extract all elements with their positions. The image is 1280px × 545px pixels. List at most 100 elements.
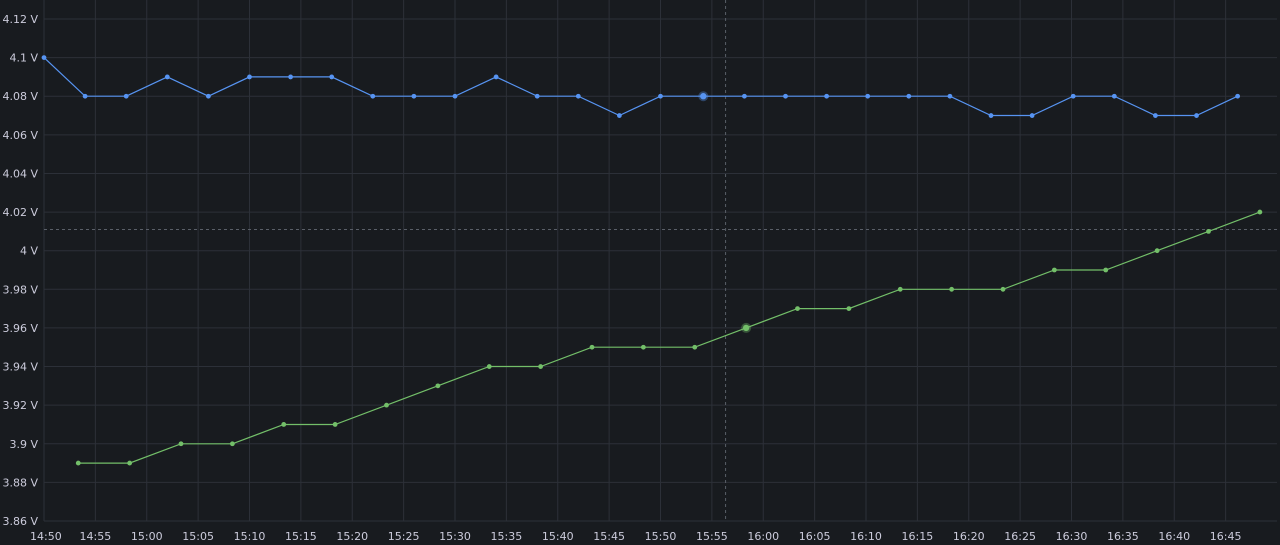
data-point: [493, 74, 499, 80]
x-tick-label: 15:55: [696, 530, 728, 543]
data-point: [384, 402, 389, 408]
y-tick-label: 3.88 V: [2, 476, 38, 489]
data-point: [865, 93, 871, 99]
data-point: [486, 364, 492, 369]
x-tick-label: 15:00: [131, 530, 163, 543]
data-point: [742, 93, 747, 99]
data-point: [329, 74, 335, 80]
grid: [43, 0, 1277, 522]
hover-crosshair: [44, 0, 1277, 521]
x-tick-label: 16:40: [1158, 530, 1190, 543]
data-point: [988, 113, 994, 118]
data-point: [846, 306, 852, 312]
y-tick-label: 4.1 V: [9, 52, 38, 65]
data-point: [783, 93, 788, 99]
data-point: [75, 460, 81, 466]
data-point: [534, 93, 540, 99]
data-point: [1235, 93, 1241, 99]
plot-area[interactable]: [41, 55, 1263, 466]
x-tick-label: 16:05: [799, 530, 831, 543]
data-point: [288, 74, 293, 80]
data-point: [452, 93, 458, 99]
x-tick-label: 16:45: [1210, 530, 1242, 543]
y-tick-label: 4.04 V: [2, 167, 38, 180]
x-tick-label: 14:50: [30, 530, 62, 543]
data-point: [1154, 248, 1160, 254]
series-1: [75, 209, 1263, 466]
data-point: [538, 364, 544, 369]
series-0: [41, 55, 1241, 118]
x-tick-label: 14:55: [80, 530, 112, 543]
data-point: [1194, 113, 1199, 118]
data-point: [640, 344, 646, 350]
data-point: [411, 93, 417, 99]
data-point: [247, 74, 252, 80]
data-point: [949, 286, 955, 292]
x-tick-label: 15:20: [336, 530, 368, 543]
y-tick-label: 4 V: [20, 245, 38, 258]
y-tick-label: 4.02 V: [2, 206, 38, 219]
data-point: [906, 93, 912, 99]
data-point: [123, 93, 129, 99]
data-point: [41, 55, 47, 61]
data-point: [947, 93, 953, 99]
series-line: [78, 211, 1261, 464]
y-tick-label: 4.06 V: [2, 129, 38, 142]
x-tick-label: 16:30: [1056, 530, 1088, 543]
y-tick-label: 3.92 V: [2, 399, 38, 412]
data-point: [897, 286, 903, 292]
y-tick-label: 3.98 V: [2, 283, 38, 296]
x-tick-label: 15:50: [645, 530, 677, 543]
y-tick-label: 3.96 V: [2, 322, 38, 335]
hover-data-point: [700, 93, 707, 100]
data-point: [1070, 93, 1076, 99]
series-line: [43, 57, 1238, 117]
data-point: [824, 93, 830, 99]
x-tick-label: 16:35: [1107, 530, 1139, 543]
y-tick-label: 4.12 V: [2, 13, 38, 26]
x-tick-label: 15:40: [542, 530, 574, 543]
data-point: [1111, 93, 1117, 99]
x-axis: 14:50 14:55 15:00 15:05 15:10 15:15 15:20 15:25…: [30, 530, 1241, 543]
y-tick-label: 3.86 V: [2, 515, 38, 528]
data-point: [127, 460, 133, 466]
data-point: [1000, 286, 1006, 292]
x-tick-label: 15:35: [491, 530, 523, 543]
x-tick-label: 16:00: [747, 530, 779, 543]
y-tick-label: 3.94 V: [2, 361, 38, 374]
data-point: [617, 113, 622, 118]
x-tick-label: 15:45: [593, 530, 625, 543]
y-tick-label: 4.08 V: [2, 90, 38, 103]
data-point: [589, 344, 595, 350]
y-axis: 3.86 V 3.88 V 3.9 V 3.92 V 3.94 V 3.96 V 3.98 …: [2, 13, 38, 528]
x-tick-label: 15:30: [439, 530, 471, 543]
x-tick-label: 16:20: [953, 530, 985, 543]
data-point: [82, 93, 88, 99]
data-point: [1257, 209, 1263, 215]
hover-data-point: [742, 324, 750, 332]
data-point: [164, 74, 170, 80]
data-point: [178, 441, 184, 447]
x-tick-label: 16:25: [1004, 530, 1036, 543]
x-tick-label: 16:10: [850, 530, 882, 543]
x-tick-label: 16:15: [902, 530, 934, 543]
data-point: [1103, 267, 1109, 273]
data-point: [795, 306, 800, 312]
x-tick-label: 15:05: [182, 530, 214, 543]
data-point: [1153, 113, 1158, 118]
x-tick-label: 15:25: [388, 530, 420, 543]
y-tick-label: 3.9 V: [9, 438, 38, 451]
data-point: [370, 93, 376, 99]
data-point: [575, 93, 581, 99]
x-tick-label: 15:10: [234, 530, 266, 543]
data-point: [692, 344, 698, 350]
x-tick-label: 15:15: [285, 530, 317, 543]
data-point: [435, 383, 441, 389]
data-point: [1029, 113, 1035, 118]
data-point: [658, 93, 663, 99]
data-point: [206, 93, 211, 99]
data-point: [229, 441, 235, 447]
data-point: [1206, 228, 1211, 234]
data-point: [1051, 267, 1057, 273]
